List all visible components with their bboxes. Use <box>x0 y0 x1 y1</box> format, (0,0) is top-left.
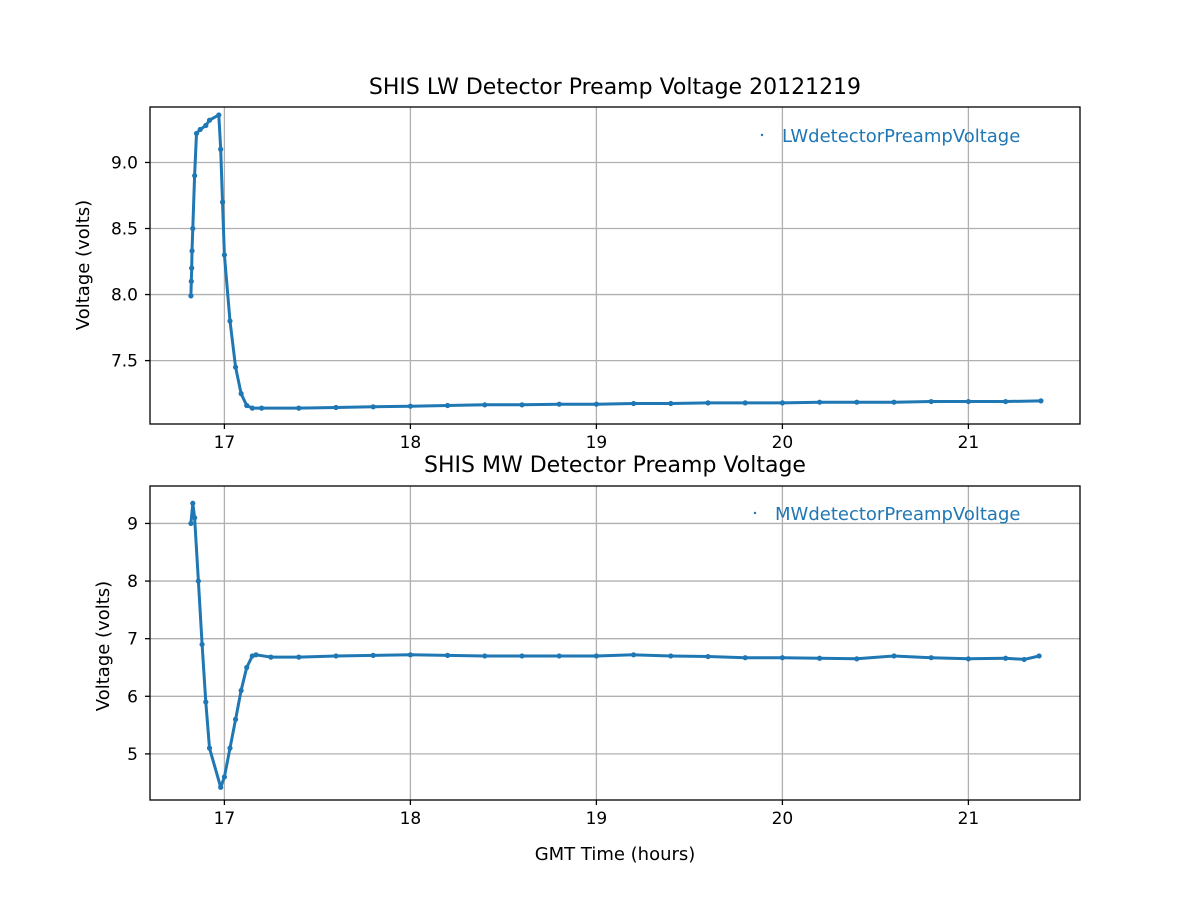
lw-y-tick-label: 7.5 <box>111 352 138 372</box>
lw-ticks: 17 18 19 20 21 7.5 8.0 8.5 9.0 <box>111 153 979 453</box>
lw-legend: LWdetectorPreampVoltage <box>760 126 1020 147</box>
lw-data-points <box>188 112 1044 411</box>
mw-y-tick-label: 9 <box>127 514 138 534</box>
lw-chart-title: SHIS LW Detector Preamp Voltage 20121219 <box>369 75 861 100</box>
mw-x-tick-label: 17 <box>214 809 236 829</box>
lw-y-tick-label: 9.0 <box>111 153 138 173</box>
mw-x-axis-label: GMT Time (hours) <box>535 844 696 865</box>
mw-ticks: 17 18 19 20 21 5 6 7 8 9 <box>127 514 979 829</box>
lw-legend-marker <box>760 133 764 137</box>
mw-x-tick-label: 21 <box>958 809 980 829</box>
mw-legend: MWdetectorPreampVoltage <box>753 504 1020 525</box>
lw-x-tick-label: 20 <box>772 433 794 453</box>
lw-plot-frame <box>149 106 1081 425</box>
mw-x-tick-label: 20 <box>772 809 794 829</box>
lw-data-trace <box>189 113 1041 410</box>
lw-voltage-panel: SHIS LW Detector Preamp Voltage 20121219… <box>73 75 1081 453</box>
mw-y-tick-label: 7 <box>127 630 138 650</box>
lw-y-tick-label: 8.5 <box>111 220 138 240</box>
lw-x-tick-label: 17 <box>214 433 236 453</box>
lw-x-tick-label: 19 <box>586 433 608 453</box>
lw-x-tick-label: 18 <box>400 433 422 453</box>
mw-data-trace <box>189 501 1040 789</box>
mw-y-axis-label: Voltage (volts) <box>93 581 114 711</box>
mw-legend-marker <box>753 511 757 515</box>
mw-grid <box>150 486 1080 800</box>
mw-plot-frame <box>149 485 1081 801</box>
mw-x-tick-label: 18 <box>400 809 422 829</box>
lw-x-tick-label: 21 <box>958 433 980 453</box>
mw-data-points <box>188 500 1042 790</box>
mw-voltage-panel: SHIS MW Detector Preamp Voltage Voltage … <box>93 453 1081 865</box>
mw-x-tick-label: 19 <box>586 809 608 829</box>
mw-y-tick-label: 5 <box>127 745 138 765</box>
mw-y-tick-label: 6 <box>127 687 138 707</box>
mw-legend-label: MWdetectorPreampVoltage <box>775 504 1020 525</box>
mw-y-tick-label: 8 <box>127 572 138 592</box>
lw-grid <box>150 107 1080 424</box>
lw-y-axis-label: Voltage (volts) <box>73 200 94 330</box>
lw-legend-label: LWdetectorPreampVoltage <box>782 126 1020 147</box>
lw-y-tick-label: 8.0 <box>111 286 138 306</box>
mw-chart-title: SHIS MW Detector Preamp Voltage <box>424 453 806 478</box>
